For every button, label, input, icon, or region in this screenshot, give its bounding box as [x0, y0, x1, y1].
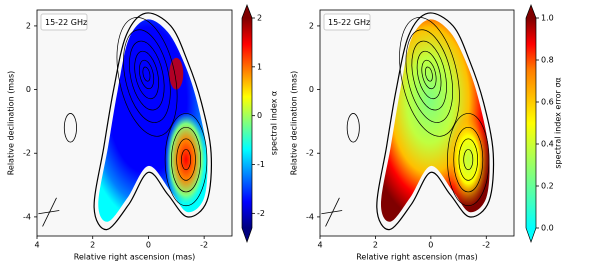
annotation-box: [40, 13, 88, 31]
annotation-box: [323, 13, 371, 31]
contour: [181, 149, 191, 171]
colorbar: [526, 18, 536, 228]
x-axis-label: Relative right ascension (mas): [74, 253, 196, 262]
plot-area: [320, 10, 514, 236]
colorbar-tick-label: 1: [257, 62, 262, 71]
x-tick-label: 4: [317, 241, 322, 250]
contour: [405, 29, 453, 123]
contour: [123, 29, 171, 123]
contour: [171, 126, 202, 193]
annotation: 15-22 GHz: [328, 18, 370, 27]
x-tick-label: 2: [90, 241, 95, 250]
contour: [63, 113, 77, 143]
colorbar-tick-label: -2: [257, 209, 265, 218]
y-tick-label: -2: [23, 149, 31, 158]
colorbar-tick-label: 0: [257, 111, 262, 120]
y-tick-label: -2: [306, 149, 314, 158]
contour: [134, 50, 159, 100]
contour: [346, 113, 360, 143]
contour: [376, 12, 495, 231]
x-tick-label: 0: [428, 241, 433, 250]
contour: [138, 59, 155, 90]
frame: [36, 9, 233, 237]
contour: [129, 40, 165, 111]
x-tick-label: -2: [200, 241, 208, 250]
colorbar-tick-label: -1: [257, 160, 265, 169]
y-tick-label: -4: [23, 212, 31, 221]
colorbar-extend: [242, 5, 252, 18]
contour: [453, 126, 484, 193]
contour: [458, 138, 478, 181]
contour: [93, 12, 213, 231]
contour: [399, 17, 460, 137]
contour: [463, 149, 474, 171]
contour: [142, 66, 151, 82]
contour: [421, 59, 437, 90]
frame: [319, 9, 515, 237]
component-map: [165, 111, 207, 208]
colorbar-label: spectral index error σα: [554, 77, 563, 168]
colorbar-tick-label: 0.8: [541, 56, 554, 65]
plot-area: [37, 10, 232, 236]
x-tick-label: 4: [34, 241, 39, 250]
colorbar-tick-label: 1.0: [541, 14, 554, 23]
colorbar: [242, 18, 252, 228]
x-tick-label: 2: [373, 241, 378, 250]
contour: [416, 50, 442, 100]
contour: [424, 66, 433, 82]
contour: [164, 113, 208, 207]
component-map: [447, 111, 490, 208]
x-axis-label: Relative right ascension (mas): [356, 253, 478, 262]
colorbar-extend: [242, 228, 252, 242]
y-tick-label: 0: [309, 85, 314, 94]
contour: [116, 17, 178, 137]
y-tick-label: 2: [309, 21, 314, 30]
colorbar-label: spectral index α: [270, 91, 279, 155]
beam: [38, 210, 60, 215]
beam: [321, 210, 343, 215]
contour: [176, 138, 196, 181]
colorbar-extend: [526, 228, 536, 242]
colorbar-frame: [241, 4, 253, 244]
annotation: 15-22 GHz: [45, 18, 87, 27]
contour: [411, 40, 447, 111]
colorbar-tick-label: 0.2: [541, 182, 554, 191]
colorbar-tick-label: 0.0: [541, 224, 554, 233]
colorbar-tick-label: 2: [257, 14, 262, 23]
colorbar-tick-label: 0.6: [541, 98, 554, 107]
y-tick-label: 2: [26, 21, 31, 30]
x-tick-label: 0: [146, 241, 151, 250]
colorbar-extend: [526, 5, 536, 18]
x-tick-label: -2: [482, 241, 490, 250]
colorbar-tick-label: 0.4: [541, 140, 554, 149]
y-tick-label: -4: [306, 212, 314, 221]
contour: [447, 113, 490, 207]
y-axis-label: Relative declination (mas): [290, 71, 299, 176]
y-tick-label: 0: [26, 85, 31, 94]
y-axis-label: Relative declination (mas): [7, 71, 16, 176]
